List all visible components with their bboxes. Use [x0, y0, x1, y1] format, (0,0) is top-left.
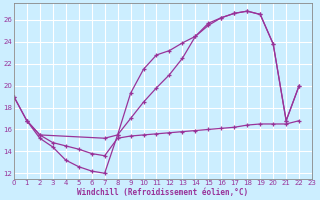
X-axis label: Windchill (Refroidissement éolien,°C): Windchill (Refroidissement éolien,°C): [77, 188, 249, 197]
